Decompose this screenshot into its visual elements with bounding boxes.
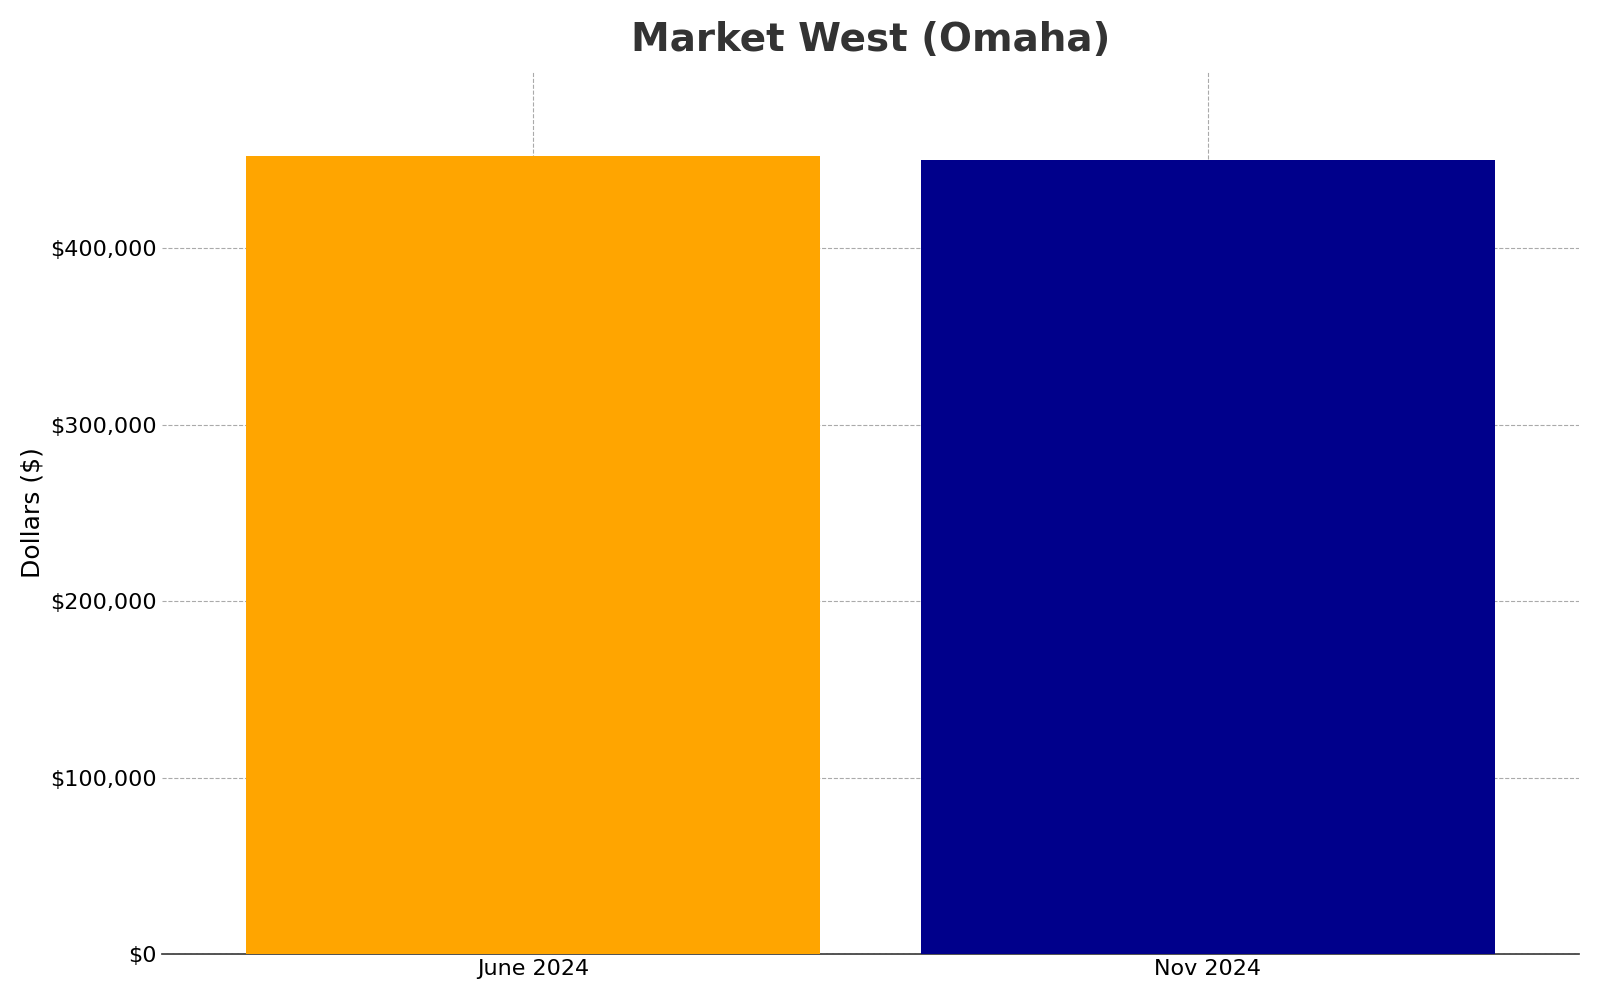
Bar (246, 156, 819, 954)
Y-axis label: Dollars ($): Dollars ($) (21, 448, 45, 578)
Title: Market West (Omaha): Market West (Omaha) (630, 21, 1110, 59)
Bar (922, 160, 1494, 954)
